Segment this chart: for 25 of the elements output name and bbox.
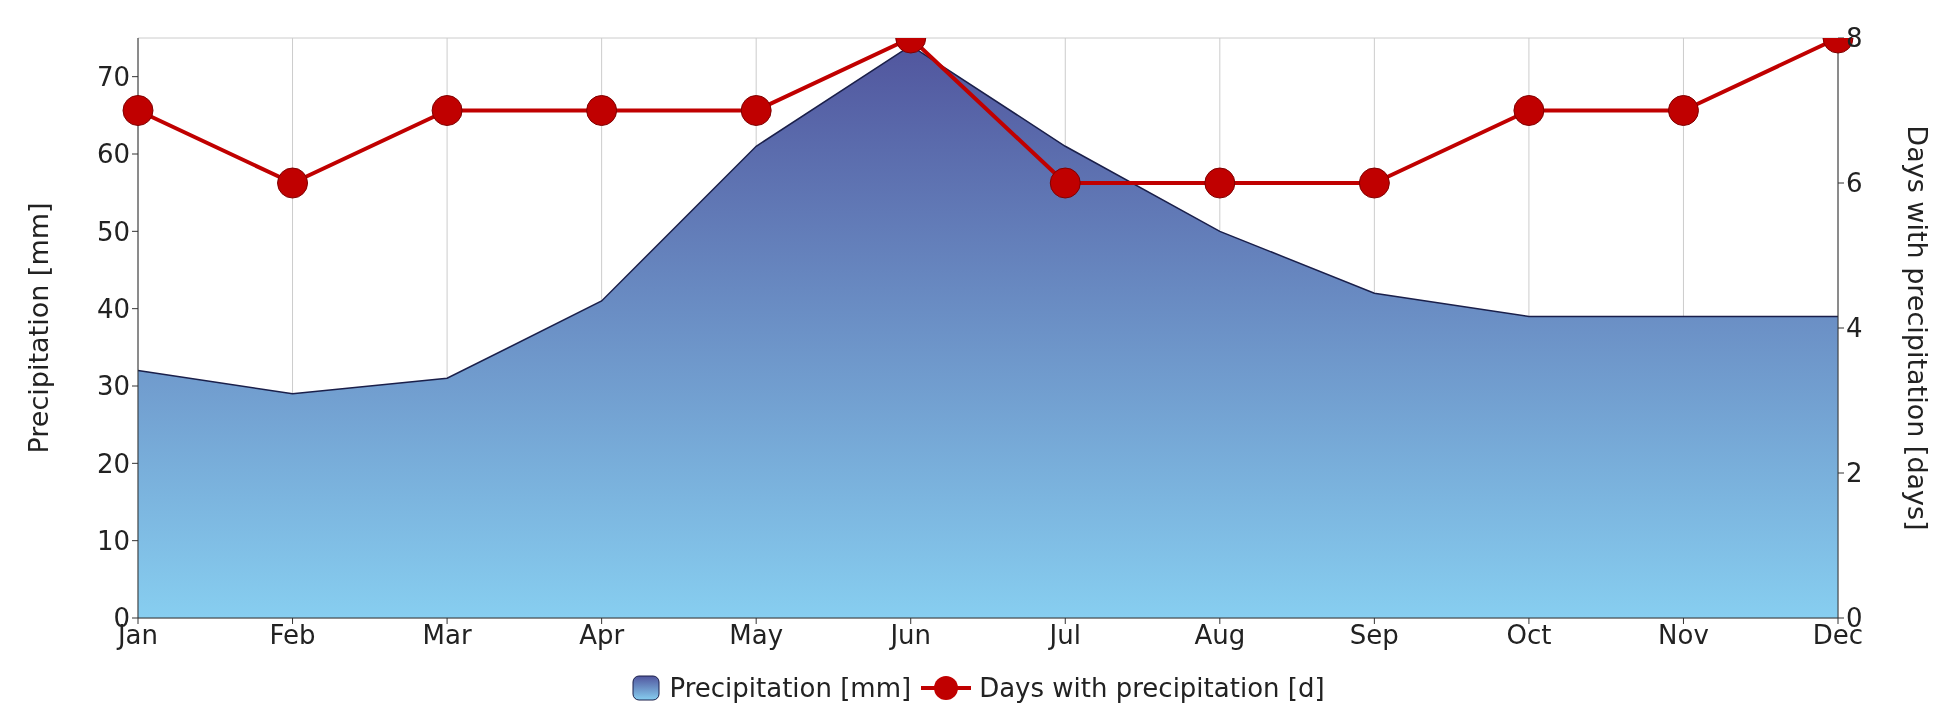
x-tick-label: Feb bbox=[269, 620, 316, 651]
y2-tick-label: 4 bbox=[1846, 313, 1863, 344]
x-tick-label: Mar bbox=[422, 620, 472, 651]
x-tick-label: May bbox=[729, 620, 784, 651]
y2-tick-label: 8 bbox=[1846, 23, 1863, 54]
x-tick-label: Apr bbox=[579, 620, 625, 651]
y-tick-label: 60 bbox=[96, 139, 130, 170]
y-tick-label: 70 bbox=[96, 61, 130, 92]
x-tick-label: Aug bbox=[1194, 620, 1246, 651]
legend-label: Precipitation [mm] bbox=[668, 673, 912, 703]
y-axis-title: Precipitation [mm] bbox=[22, 202, 54, 454]
y2-tick-label: 6 bbox=[1846, 168, 1863, 199]
y-tick-label: 30 bbox=[96, 371, 130, 402]
y2-axis-title: Days with precipitation [days] bbox=[1902, 125, 1934, 531]
y-tick-label: 10 bbox=[96, 525, 130, 556]
legend-label: Days with precipitation [d] bbox=[978, 673, 1325, 703]
y-tick-label: 20 bbox=[96, 448, 130, 479]
x-tick-label: Jun bbox=[888, 620, 932, 651]
x-tick-label: Oct bbox=[1506, 620, 1552, 651]
y2-tick-label: 2 bbox=[1846, 458, 1863, 489]
y-tick-label: 40 bbox=[96, 293, 130, 324]
x-tick-label: Jul bbox=[1047, 620, 1081, 651]
x-tick-label: Nov bbox=[1658, 620, 1709, 651]
y-tick-label: 50 bbox=[96, 216, 130, 247]
x-tick-label: Sep bbox=[1349, 620, 1399, 651]
